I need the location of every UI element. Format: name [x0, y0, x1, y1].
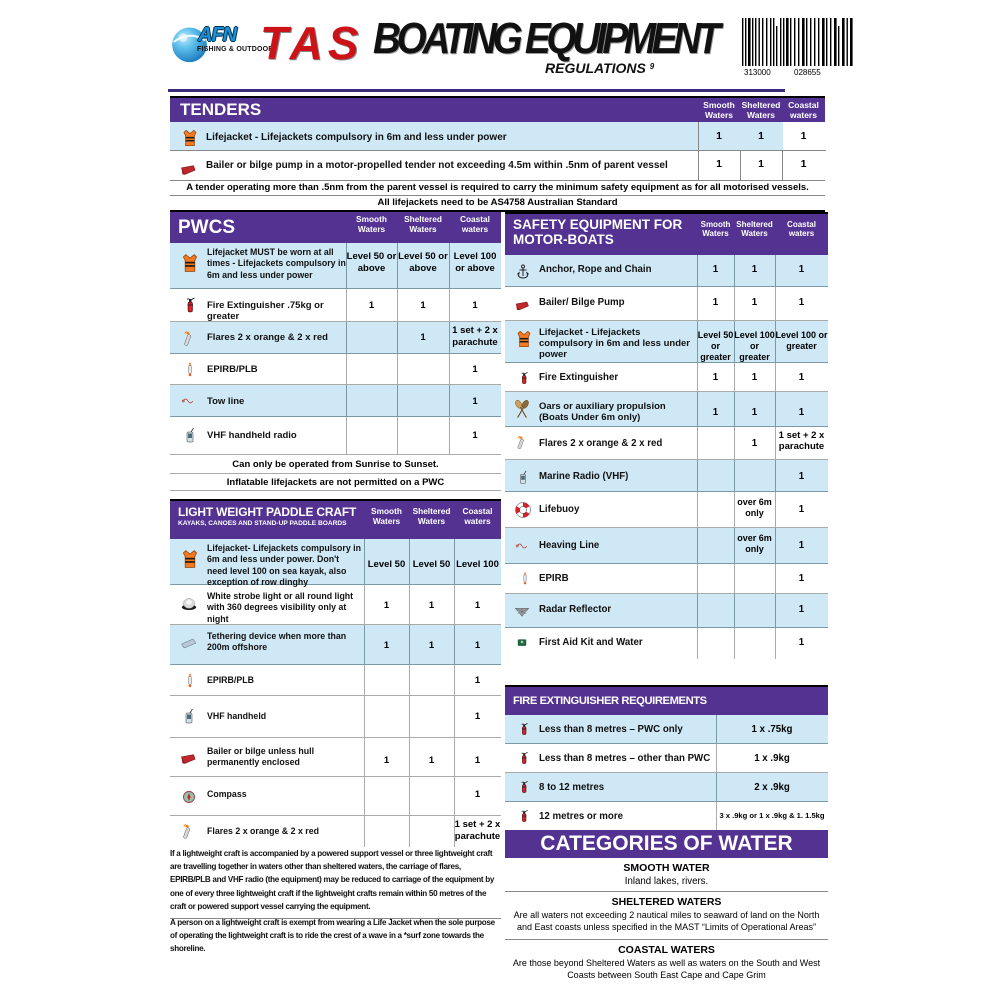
svg-text:313000: 313000 — [744, 68, 771, 76]
svg-text:028655: 028655 — [794, 68, 821, 76]
